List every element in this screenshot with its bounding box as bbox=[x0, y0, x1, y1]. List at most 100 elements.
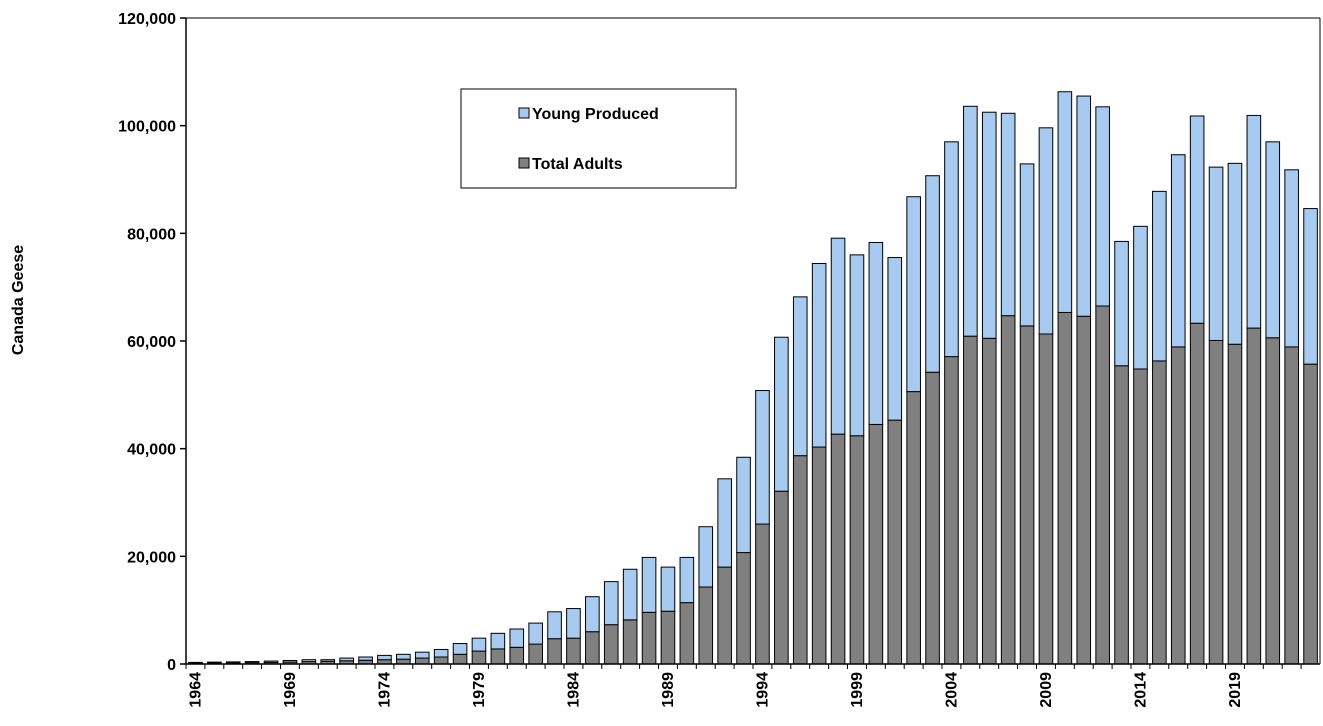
x-tick-label: 2009 bbox=[1038, 672, 1055, 708]
bar-young-produced-1965 bbox=[207, 661, 222, 664]
x-tick-label: 2004 bbox=[943, 672, 960, 708]
bar-total-adults-2011 bbox=[1076, 315, 1092, 665]
bar-young-produced-1998 bbox=[830, 237, 846, 435]
bar-young-produced-1966 bbox=[225, 661, 241, 664]
bar-total-adults-2003 bbox=[925, 371, 940, 665]
bar-young-produced-1977 bbox=[433, 648, 449, 658]
bar-total-adults-1979 bbox=[471, 650, 487, 665]
bar-total-adults-1985 bbox=[585, 631, 600, 665]
legend-swatch-total-adults bbox=[518, 157, 530, 169]
bar-total-adults-1986 bbox=[603, 624, 619, 665]
bar-total-adults-2015 bbox=[1152, 360, 1167, 665]
bar-young-produced-1999 bbox=[849, 254, 865, 437]
bar-total-adults-1994 bbox=[755, 523, 770, 665]
bar-young-produced-1971 bbox=[320, 659, 336, 662]
bar-young-produced-2015 bbox=[1152, 190, 1167, 362]
bar-total-adults-1978 bbox=[452, 653, 468, 665]
bar-young-produced-2020 bbox=[1246, 114, 1262, 329]
bar-young-produced-1983 bbox=[547, 611, 562, 640]
bar-young-produced-2011 bbox=[1076, 95, 1092, 317]
bar-total-adults-1976 bbox=[414, 657, 430, 665]
bar-total-adults-2010 bbox=[1057, 311, 1073, 665]
bar-total-adults-1999 bbox=[849, 435, 865, 665]
bar-young-produced-2018 bbox=[1208, 166, 1224, 341]
bar-total-adults-1995 bbox=[774, 490, 789, 665]
bar-total-adults-2021 bbox=[1265, 337, 1281, 665]
bar-young-produced-2003 bbox=[925, 175, 940, 373]
bar-total-adults-1996 bbox=[792, 455, 808, 665]
y-tick-label: 60,000 bbox=[127, 334, 176, 351]
bar-young-produced-1994 bbox=[755, 390, 770, 525]
bar-young-produced-2019 bbox=[1227, 162, 1243, 345]
bar-total-adults-1997 bbox=[811, 446, 827, 665]
y-tick-label: 20,000 bbox=[127, 549, 176, 566]
bar-total-adults-1983 bbox=[547, 638, 562, 665]
bar-young-produced-1975 bbox=[396, 653, 411, 660]
bar-young-produced-2004 bbox=[944, 141, 959, 358]
bar-young-produced-1995 bbox=[774, 336, 789, 492]
x-tick-label: 1964 bbox=[187, 672, 204, 708]
bar-young-produced-1976 bbox=[414, 651, 430, 659]
bar-total-adults-2012 bbox=[1095, 305, 1110, 665]
bar-total-adults-1989 bbox=[660, 610, 676, 665]
legend: Young Produced Total Adults bbox=[460, 88, 737, 189]
bar-total-adults-2016 bbox=[1170, 346, 1186, 665]
bar-young-produced-2014 bbox=[1133, 225, 1148, 370]
axes-group bbox=[185, 17, 1321, 665]
bar-young-produced-1986 bbox=[603, 581, 619, 626]
bar-young-produced-1993 bbox=[736, 456, 751, 554]
bar-young-produced-2010 bbox=[1057, 91, 1073, 313]
bar-total-adults-2014 bbox=[1133, 368, 1148, 665]
bar-young-produced-1979 bbox=[471, 637, 487, 652]
bar-total-adults-2005 bbox=[963, 335, 978, 665]
bar-young-produced-2012 bbox=[1095, 106, 1110, 307]
bar-young-produced-2023 bbox=[1303, 208, 1318, 365]
bar-total-adults-2002 bbox=[906, 391, 921, 665]
bar-young-produced-1982 bbox=[528, 622, 543, 645]
y-tick-label: 40,000 bbox=[127, 442, 176, 459]
bar-total-adults-2013 bbox=[1114, 365, 1129, 665]
bar-young-produced-2021 bbox=[1265, 141, 1281, 339]
bar-young-produced-1980 bbox=[490, 632, 506, 650]
bar-total-adults-2023 bbox=[1303, 363, 1318, 665]
bar-young-produced-1989 bbox=[660, 566, 676, 612]
legend-swatch-young-produced bbox=[518, 107, 530, 119]
bar-young-produced-1970 bbox=[301, 659, 317, 663]
bar-young-produced-1967 bbox=[244, 661, 260, 664]
bar-young-produced-1978 bbox=[452, 643, 468, 655]
x-tick-label: 1984 bbox=[565, 672, 582, 708]
bar-young-produced-2017 bbox=[1189, 115, 1205, 324]
x-tick-label: 1989 bbox=[660, 672, 677, 708]
bar-young-produced-1987 bbox=[622, 568, 638, 621]
y-tick-label: 0 bbox=[167, 657, 176, 674]
bar-total-adults-2020 bbox=[1246, 327, 1262, 665]
bar-young-produced-1985 bbox=[585, 596, 600, 633]
bar-total-adults-2022 bbox=[1284, 346, 1299, 665]
y-tick-label: 80,000 bbox=[127, 226, 176, 243]
bar-total-adults-2007 bbox=[1000, 315, 1016, 665]
bar-total-adults-2017 bbox=[1189, 322, 1205, 665]
y-tick-label: 100,000 bbox=[118, 119, 176, 136]
y-tick-label: 120,000 bbox=[118, 11, 176, 28]
bar-young-produced-1996 bbox=[792, 296, 808, 457]
bar-total-adults-2006 bbox=[981, 337, 997, 665]
legend-label-young-produced: Young Produced bbox=[532, 106, 659, 123]
bar-young-produced-2016 bbox=[1170, 154, 1186, 348]
bar-young-produced-1997 bbox=[811, 262, 827, 448]
x-tick-label: 2019 bbox=[1227, 672, 1244, 708]
bar-young-produced-1972 bbox=[339, 657, 354, 662]
bar-total-adults-2008 bbox=[1019, 325, 1035, 665]
bar-young-produced-1988 bbox=[641, 556, 657, 613]
x-tick-label: 1979 bbox=[471, 672, 488, 708]
bar-young-produced-1964 bbox=[188, 661, 203, 664]
bar-young-produced-2007 bbox=[1000, 112, 1016, 317]
bar-young-produced-1974 bbox=[377, 654, 392, 661]
bar-total-adults-1984 bbox=[566, 637, 581, 665]
bar-young-produced-2009 bbox=[1038, 127, 1054, 335]
bar-young-produced-2002 bbox=[906, 196, 921, 393]
y-axis-title: Canada Geese bbox=[10, 245, 27, 355]
bar-total-adults-1998 bbox=[830, 433, 846, 665]
bar-total-adults-2001 bbox=[887, 419, 903, 665]
y-ticks-group: 0 20,000 40,000 60,000 80,000 100,000 120,000 bbox=[118, 11, 186, 674]
